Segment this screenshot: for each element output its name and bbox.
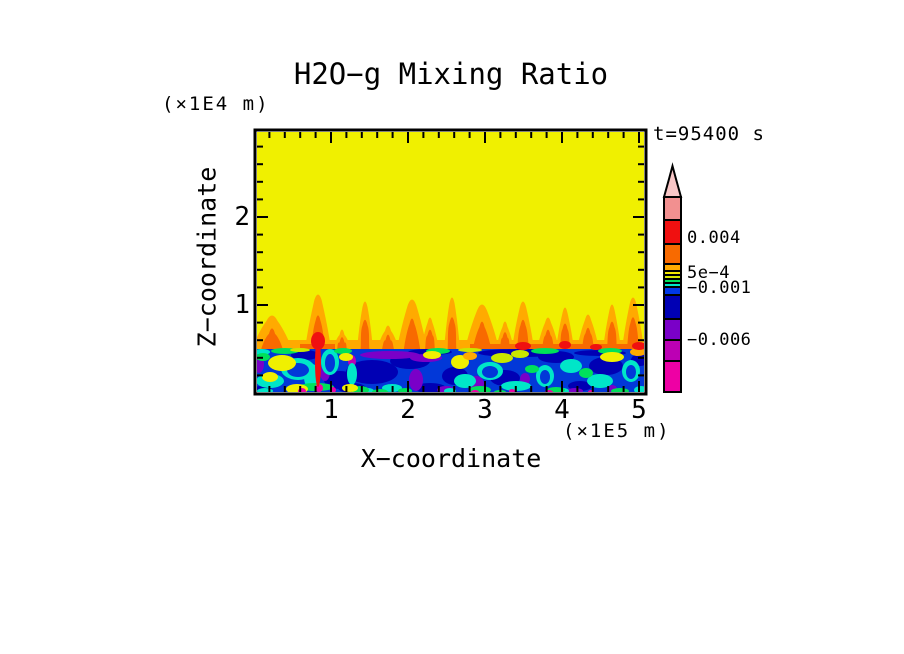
field	[257, 132, 644, 392]
colorbar-level-label: −0.001	[687, 278, 752, 298]
z-axis-unit-label: (×1E4 m)	[162, 93, 270, 115]
z-axis-label: Z−coordinate	[192, 166, 222, 348]
x-tick-label: 1	[323, 395, 339, 425]
colorbar	[662, 162, 683, 393]
colorbar-level-label: −0.006	[687, 330, 752, 350]
x-tick-label: 4	[554, 395, 570, 425]
colorbar-level-label: 0.004	[687, 228, 741, 248]
z-tick-label: 1	[234, 290, 250, 320]
x-tick-label: 3	[477, 395, 493, 425]
colorbar-level-label: 5e−4	[687, 263, 730, 283]
chart-title: H2O−g Mixing Ratio	[293, 57, 609, 91]
axis-ticks	[257, 132, 644, 392]
x-axis-unit-label: (×1E5 m)	[563, 420, 671, 442]
x-tick-label: 2	[400, 395, 416, 425]
z-tick-label: 2	[234, 202, 250, 232]
x-tick-label: 5	[631, 395, 647, 425]
plot-border	[253, 128, 648, 396]
time-annotation: t=95400 s	[653, 123, 765, 145]
x-axis-label: X−coordinate	[360, 444, 542, 473]
